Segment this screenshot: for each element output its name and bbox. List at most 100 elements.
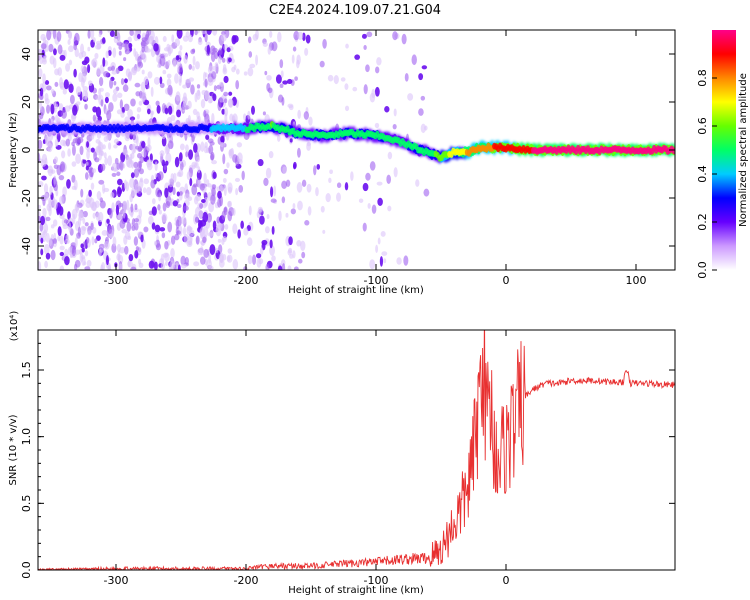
noise-blob <box>115 204 120 216</box>
noise-blob <box>221 57 226 63</box>
noise-blob <box>117 178 123 186</box>
noise-blob <box>228 148 234 159</box>
noise-blob <box>344 182 349 191</box>
noise-blob <box>38 68 43 78</box>
noise-blob <box>285 212 289 218</box>
noise-blob <box>396 257 402 265</box>
noise-blob <box>122 149 129 156</box>
noise-blob <box>188 240 192 246</box>
noise-blob <box>197 219 202 230</box>
noise-blob <box>138 100 143 106</box>
noise-blob <box>358 198 364 203</box>
noise-blob <box>147 136 151 148</box>
noise-blob <box>223 75 229 84</box>
noise-blob <box>71 245 76 257</box>
noise-blob <box>265 167 272 179</box>
noise-blob <box>43 243 50 255</box>
noise-blob <box>223 91 229 97</box>
noise-blob <box>203 248 210 258</box>
noise-blob <box>381 251 388 256</box>
noise-blob <box>143 76 149 86</box>
noise-blob <box>287 249 292 256</box>
noise-blob <box>238 184 244 193</box>
noise-blob <box>266 214 270 220</box>
noise-blob <box>124 132 131 142</box>
noise-blob <box>39 58 44 65</box>
noise-blob <box>80 225 86 236</box>
noise-blob <box>222 67 228 75</box>
noise-blob <box>106 110 112 121</box>
noise-blob <box>252 254 257 266</box>
noise-blob <box>218 253 224 263</box>
noise-blob <box>146 187 152 196</box>
noise-blob <box>182 205 189 211</box>
noise-blob <box>137 33 141 40</box>
noise-blob <box>48 237 53 247</box>
noise-blob <box>113 80 117 86</box>
noise-blob <box>45 216 51 222</box>
noise-blob <box>183 54 188 64</box>
noise-blob <box>74 32 80 44</box>
noise-blob <box>387 205 392 212</box>
noise-blob <box>392 123 397 130</box>
noise-blob <box>116 186 122 198</box>
noise-blob <box>116 109 123 115</box>
noise-blob <box>174 73 179 84</box>
noise-blob <box>163 165 167 171</box>
noise-blob <box>268 151 274 159</box>
noise-blob <box>143 178 150 185</box>
noise-blob <box>223 168 229 175</box>
noise-blob <box>369 259 376 270</box>
noise-blob <box>157 171 164 181</box>
noise-blob <box>128 253 134 262</box>
noise-blob <box>162 35 167 43</box>
noise-blob <box>234 177 241 182</box>
noise-blob <box>72 104 78 116</box>
noise-blob <box>68 45 74 53</box>
noise-blob <box>421 65 428 70</box>
noise-blob <box>98 88 102 96</box>
noise-blob <box>77 226 81 237</box>
noise-blob <box>120 78 125 85</box>
noise-blob <box>138 178 144 189</box>
noise-blob <box>109 78 114 89</box>
noise-blob <box>133 218 140 223</box>
noise-blob <box>90 30 95 40</box>
y-tick-label: 1.0 <box>20 428 33 446</box>
noise-blob <box>202 211 209 223</box>
y-tick-label: 20 <box>20 95 33 109</box>
noise-blob <box>383 258 387 264</box>
noise-blob <box>133 161 139 169</box>
noise-blob <box>217 190 222 199</box>
noise-blob <box>202 236 207 243</box>
noise-blob <box>107 264 111 270</box>
noise-blob <box>174 38 181 47</box>
noise-blob <box>271 255 276 262</box>
noise-blob <box>288 104 294 111</box>
spectrogram-ylabel: Frequency (Hz) <box>8 112 19 188</box>
noise-blob <box>197 166 201 174</box>
noise-blob <box>130 172 135 179</box>
noise-blob <box>172 200 179 207</box>
noise-blob <box>95 44 102 50</box>
noise-blob <box>304 220 310 226</box>
noise-blob <box>264 226 270 234</box>
noise-blob <box>92 37 96 43</box>
noise-blob <box>377 237 381 245</box>
noise-blob <box>40 43 47 50</box>
noise-blob <box>209 244 216 255</box>
x-tick-label: 0 <box>503 274 510 287</box>
noise-blob <box>344 105 350 112</box>
noise-blob <box>42 36 47 44</box>
noise-blob <box>134 250 139 259</box>
noise-blob <box>200 141 205 153</box>
noise-blob <box>345 43 349 49</box>
noise-blob <box>107 30 112 33</box>
noise-blob <box>156 55 160 63</box>
noise-blob <box>290 208 296 215</box>
noise-blob <box>84 90 89 101</box>
noise-blob <box>140 81 146 92</box>
noise-blob <box>130 266 137 270</box>
noise-blob <box>119 246 126 254</box>
noise-blob <box>304 47 309 56</box>
